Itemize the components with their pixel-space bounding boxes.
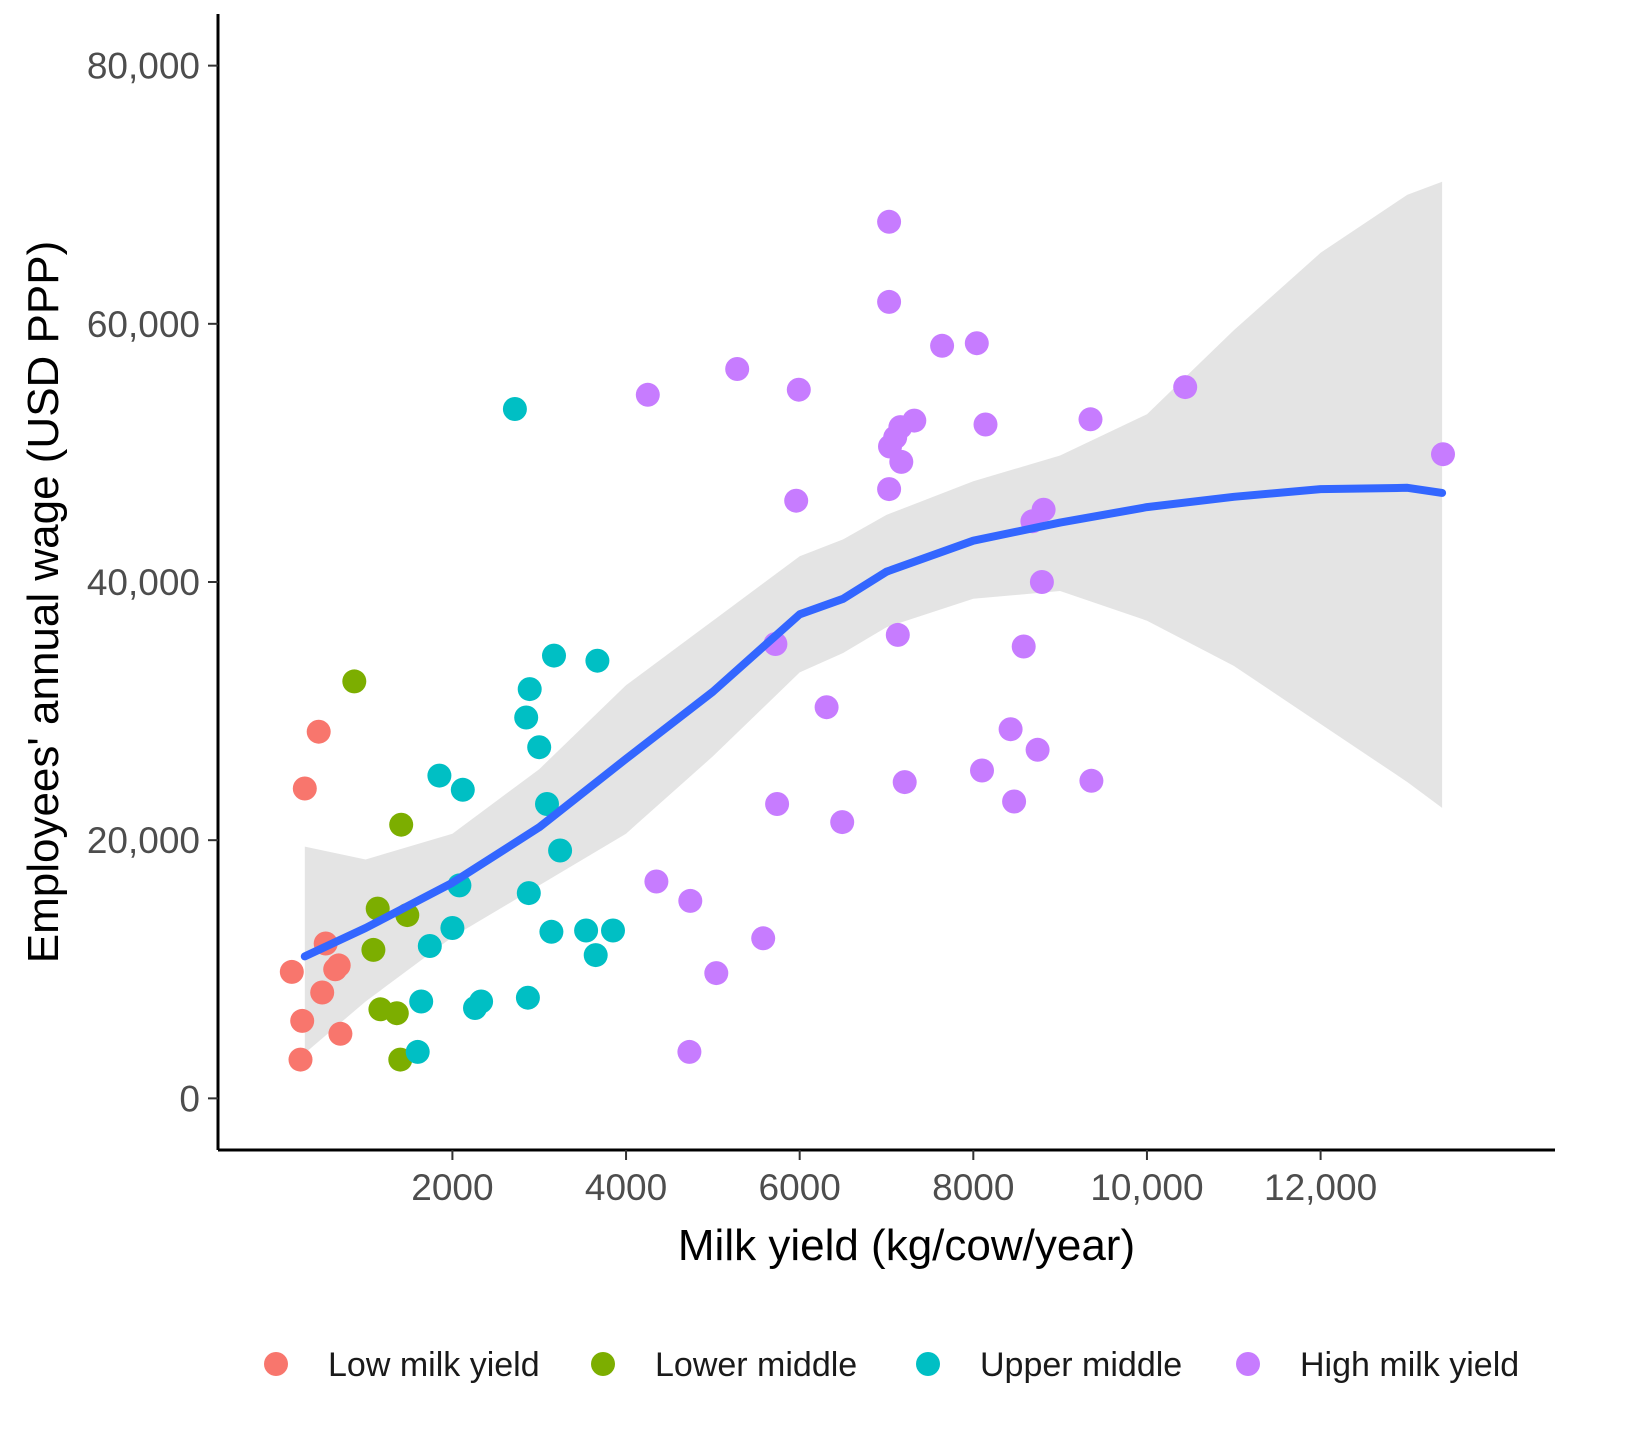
y-tick-label: 60,000 bbox=[87, 304, 200, 345]
data-point-high-milk-yield bbox=[635, 382, 660, 407]
data-point-upper-middle bbox=[574, 918, 599, 943]
data-point-upper-middle bbox=[405, 1039, 430, 1064]
x-tick-label: 4000 bbox=[585, 1167, 667, 1208]
smooth-fit-line bbox=[300, 483, 1447, 961]
data-point-high-milk-yield bbox=[930, 333, 955, 358]
data-point-high-milk-yield bbox=[1173, 375, 1198, 400]
data-point-high-milk-yield bbox=[973, 412, 998, 437]
data-point-lower-middle bbox=[389, 812, 414, 837]
data-point-upper-middle bbox=[409, 989, 434, 1014]
data-point-upper-middle bbox=[417, 934, 442, 958]
data-point-upper-middle bbox=[535, 792, 559, 816]
legend-key-high-milk-yield bbox=[1236, 1352, 1260, 1376]
data-point-high-milk-yield bbox=[1002, 789, 1027, 814]
data-point-high-milk-yield bbox=[1431, 442, 1455, 467]
data-point-low-milk-yield bbox=[328, 1021, 353, 1046]
x-tick-label: 6000 bbox=[759, 1167, 841, 1208]
legend-label-lower-middle: Lower middle bbox=[655, 1346, 857, 1384]
x-ticks: 2000 4000 6000 8000 10,000 12,000 bbox=[411, 1150, 1377, 1208]
data-point-lower-middle bbox=[384, 1001, 409, 1026]
data-point-upper-middle bbox=[502, 397, 527, 421]
data-point-high-milk-yield bbox=[1025, 737, 1050, 762]
data-point-low-milk-yield bbox=[288, 1047, 313, 1072]
data-point-high-milk-yield bbox=[1031, 497, 1056, 522]
data-point-lower-middle bbox=[361, 937, 386, 962]
legend-label-upper-middle: Upper middle bbox=[980, 1346, 1182, 1384]
data-point-upper-middle bbox=[585, 648, 610, 673]
x-tick-label: 12,000 bbox=[1264, 1167, 1377, 1208]
data-point-upper-middle bbox=[514, 705, 539, 730]
legend-key-upper-middle bbox=[916, 1352, 940, 1376]
data-point-upper-middle bbox=[583, 943, 608, 968]
data-point-upper-middle bbox=[516, 881, 541, 906]
data-point-upper-middle bbox=[548, 838, 573, 863]
data-point-high-milk-yield bbox=[704, 961, 729, 986]
legend-key-low-milk-yield bbox=[264, 1352, 288, 1376]
data-point-upper-middle bbox=[542, 643, 566, 668]
data-point-high-milk-yield bbox=[902, 408, 927, 433]
data-point-high-milk-yield bbox=[998, 717, 1023, 742]
x-tick-label: 10,000 bbox=[1090, 1167, 1203, 1208]
data-point-high-milk-yield bbox=[1078, 407, 1103, 432]
confidence-band bbox=[304, 181, 1443, 1054]
data-point-high-milk-yield bbox=[1011, 634, 1036, 659]
data-point-low-milk-yield bbox=[279, 959, 304, 984]
data-point-high-milk-yield bbox=[892, 770, 917, 795]
data-point-high-milk-yield bbox=[970, 758, 994, 783]
legend-key-lower-middle bbox=[591, 1352, 615, 1376]
data-point-high-milk-yield bbox=[644, 869, 669, 894]
y-ticks: 0 20,000 40,000 60,000 80,000 bbox=[87, 46, 218, 1119]
data-point-high-milk-yield bbox=[964, 331, 989, 356]
x-tick-label: 2000 bbox=[411, 1167, 493, 1208]
y-tick-label: 80,000 bbox=[87, 46, 200, 87]
data-point-upper-middle bbox=[539, 919, 564, 944]
data-point-high-milk-yield bbox=[786, 377, 811, 402]
x-axis-title: Milk yield (kg/cow/year) bbox=[678, 1221, 1135, 1270]
data-point-high-milk-yield bbox=[814, 695, 839, 720]
x-tick-label: 8000 bbox=[932, 1167, 1014, 1208]
data-point-upper-middle bbox=[440, 916, 465, 940]
data-point-low-milk-yield bbox=[292, 776, 317, 801]
data-point-high-milk-yield bbox=[877, 209, 902, 234]
data-point-lower-middle bbox=[342, 669, 367, 694]
data-point-low-milk-yield bbox=[326, 953, 351, 978]
data-point-upper-middle bbox=[450, 777, 475, 802]
data-point-upper-middle bbox=[515, 985, 540, 1010]
data-point-high-milk-yield bbox=[1029, 570, 1054, 594]
y-tick-label: 40,000 bbox=[87, 562, 200, 603]
data-point-upper-middle bbox=[427, 763, 452, 788]
confidence-band-layer bbox=[304, 181, 1443, 1054]
legend: Low milk yield Lower middle Upper middle Hi… bbox=[264, 1346, 1519, 1384]
data-point-low-milk-yield bbox=[290, 1008, 315, 1033]
data-point-high-milk-yield bbox=[725, 357, 750, 381]
data-point-high-milk-yield bbox=[889, 449, 914, 474]
data-point-high-milk-yield bbox=[678, 888, 703, 913]
data-point-high-milk-yield bbox=[830, 810, 855, 835]
data-point-high-milk-yield bbox=[784, 488, 809, 513]
data-point-high-milk-yield bbox=[677, 1039, 702, 1064]
data-point-high-milk-yield bbox=[877, 289, 902, 314]
data-point-upper-middle bbox=[469, 989, 494, 1014]
y-axis-title: Employees' annual wage (USD PPP) bbox=[19, 241, 68, 964]
legend-label-low-milk-yield: Low milk yield bbox=[328, 1346, 540, 1384]
data-point-high-milk-yield bbox=[1079, 768, 1104, 793]
data-point-high-milk-yield bbox=[877, 477, 902, 502]
data-point-upper-middle bbox=[527, 735, 552, 760]
data-point-high-milk-yield bbox=[751, 926, 776, 951]
data-point-low-milk-yield bbox=[310, 980, 335, 1005]
y-tick-label: 0 bbox=[179, 1078, 200, 1119]
y-tick-label: 20,000 bbox=[87, 820, 200, 861]
legend-label-high-milk-yield: High milk yield bbox=[1300, 1346, 1519, 1384]
smooth-line-layer bbox=[300, 483, 1447, 961]
data-point-upper-middle bbox=[601, 918, 625, 943]
data-point-upper-middle bbox=[517, 677, 542, 702]
data-point-high-milk-yield bbox=[765, 792, 790, 816]
data-point-high-milk-yield bbox=[885, 622, 910, 647]
data-point-low-milk-yield bbox=[306, 719, 331, 744]
